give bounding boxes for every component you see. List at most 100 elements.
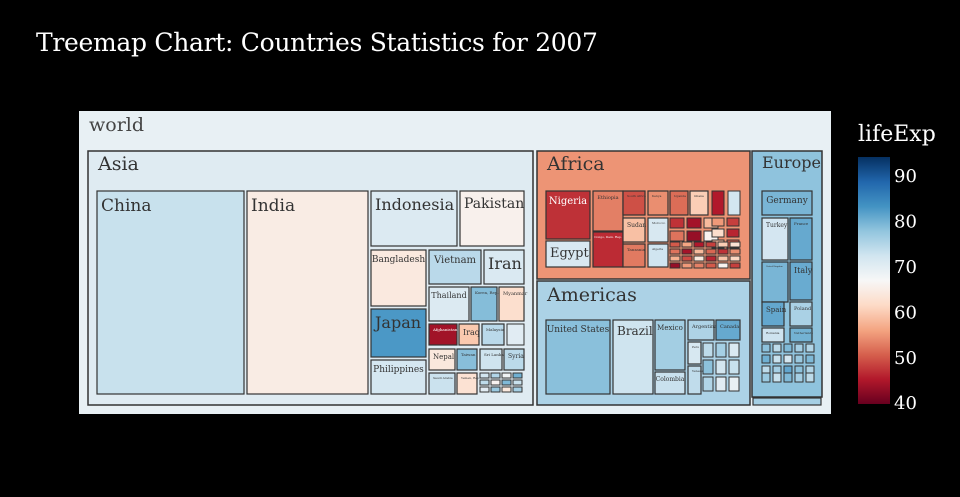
treemap-node-philippines[interactable] xyxy=(370,359,427,395)
africa-small-tile[interactable] xyxy=(669,217,685,229)
treemap-node-canada[interactable] xyxy=(715,319,741,341)
treemap-node-pakistan[interactable] xyxy=(459,190,525,247)
treemap-node-taiwan[interactable] xyxy=(456,348,478,371)
treemap-node-argentina[interactable] xyxy=(687,319,715,341)
treemap-node-malaysia[interactable] xyxy=(481,323,505,346)
europe-small-tile[interactable] xyxy=(805,343,815,353)
africa-small-tile[interactable] xyxy=(681,241,693,248)
europe-small-tile[interactable] xyxy=(783,372,793,383)
africa-small-tile[interactable] xyxy=(693,248,705,255)
treemap-node-iran[interactable] xyxy=(483,249,525,285)
treemap-node-japan[interactable] xyxy=(370,308,427,358)
africa-small-tile[interactable] xyxy=(729,262,741,269)
africa-small-tile[interactable] xyxy=(726,228,740,238)
americas-small-tile[interactable] xyxy=(715,376,727,392)
asia-small-tile[interactable] xyxy=(490,386,501,393)
treemap-node-algeria[interactable] xyxy=(647,243,669,268)
asia-small-tile[interactable] xyxy=(512,386,523,393)
africa-small-tile[interactable] xyxy=(729,241,741,248)
africa-small-tile[interactable] xyxy=(686,217,702,229)
asia-small-tile[interactable] xyxy=(501,386,512,393)
treemap-node-nigeria[interactable] xyxy=(545,190,591,240)
europe-small-tile[interactable] xyxy=(761,343,771,353)
americas-small-tile[interactable] xyxy=(715,359,727,375)
africa-small-tile[interactable] xyxy=(669,255,681,262)
treemap-node-europe-remainder[interactable] xyxy=(752,397,822,406)
treemap-node-vietnam[interactable] xyxy=(428,249,482,285)
europe-small-tile[interactable] xyxy=(794,354,804,364)
treemap-node-indonesia[interactable] xyxy=(370,190,458,247)
europe-small-tile[interactable] xyxy=(761,354,771,364)
asia-small-tile[interactable] xyxy=(501,372,512,379)
europe-small-tile[interactable] xyxy=(794,372,804,383)
treemap-node-germany[interactable] xyxy=(761,190,813,216)
africa-small-tile[interactable] xyxy=(681,262,693,269)
treemap-node-peru[interactable] xyxy=(687,341,702,365)
asia-small-tile[interactable] xyxy=(512,372,523,379)
africa-small-tile[interactable] xyxy=(726,217,740,227)
africa-small-tile[interactable] xyxy=(669,241,681,248)
europe-small-tile[interactable] xyxy=(783,343,793,353)
treemap-node-ethiopia[interactable] xyxy=(592,190,624,232)
treemap-node-afghanistan[interactable] xyxy=(428,323,458,346)
treemap-node-south-africa[interactable] xyxy=(622,190,646,216)
treemap-node-saudi-arabia[interactable] xyxy=(428,372,456,395)
europe-small-tile[interactable] xyxy=(772,354,782,364)
treemap-node-brazil[interactable] xyxy=(612,319,654,395)
treemap-node-korea-rep[interactable] xyxy=(470,286,498,322)
africa-small-tile[interactable] xyxy=(717,248,729,255)
asia-small-tile[interactable] xyxy=(506,323,525,346)
treemap-node-tanzania[interactable] xyxy=(622,243,646,268)
treemap-node-china[interactable] xyxy=(96,190,245,395)
europe-small-tile[interactable] xyxy=(805,354,815,364)
africa-small-tile[interactable] xyxy=(727,190,741,216)
treemap-node-iraq[interactable] xyxy=(458,323,480,346)
africa-small-tile[interactable] xyxy=(711,228,725,238)
treemap-node-kenya[interactable] xyxy=(647,190,669,216)
treemap-node-myanmar[interactable] xyxy=(498,286,525,322)
americas-small-tile[interactable] xyxy=(715,342,727,358)
treemap-node-morocco[interactable] xyxy=(647,217,669,243)
africa-small-tile[interactable] xyxy=(693,255,705,262)
africa-small-tile[interactable] xyxy=(669,262,681,269)
treemap-node-bangladesh[interactable] xyxy=(370,249,427,307)
africa-small-tile[interactable] xyxy=(705,262,717,269)
treemap-node-colombia[interactable] xyxy=(654,371,686,395)
treemap-node-ghana[interactable] xyxy=(689,190,709,216)
treemap-node-nepal[interactable] xyxy=(428,348,456,371)
africa-small-tile[interactable] xyxy=(705,248,717,255)
africa-small-tile[interactable] xyxy=(717,262,729,269)
treemap-node-italy[interactable] xyxy=(789,261,813,301)
europe-small-tile[interactable] xyxy=(772,343,782,353)
treemap-node-syria[interactable] xyxy=(503,348,525,371)
treemap-node-sri-lanka[interactable] xyxy=(479,348,503,371)
treemap-node-sudan[interactable] xyxy=(622,217,646,243)
americas-small-tile[interactable] xyxy=(728,342,740,358)
treemap-node-france[interactable] xyxy=(789,217,813,261)
asia-small-tile[interactable] xyxy=(490,379,501,386)
africa-small-tile[interactable] xyxy=(729,255,741,262)
africa-small-tile[interactable] xyxy=(686,230,702,242)
treemap-node-uganda[interactable] xyxy=(669,190,689,216)
treemap-node-egypt[interactable] xyxy=(545,240,591,268)
americas-small-tile[interactable] xyxy=(728,376,740,392)
africa-small-tile[interactable] xyxy=(711,217,725,227)
africa-small-tile[interactable] xyxy=(729,248,741,255)
treemap-node-united-states[interactable] xyxy=(545,319,611,395)
europe-small-tile[interactable] xyxy=(794,343,804,353)
treemap-node-spain[interactable] xyxy=(761,301,785,327)
europe-small-tile[interactable] xyxy=(783,354,793,364)
treemap-node-united-kingdom[interactable] xyxy=(761,261,789,303)
treemap-node-netherlands[interactable] xyxy=(789,327,813,343)
americas-small-tile[interactable] xyxy=(702,342,714,358)
africa-small-tile[interactable] xyxy=(681,248,693,255)
asia-small-tile[interactable] xyxy=(490,372,501,379)
africa-small-tile[interactable] xyxy=(669,248,681,255)
treemap-node-congo-dem-rep[interactable] xyxy=(592,231,624,268)
africa-small-tile[interactable] xyxy=(705,255,717,262)
africa-small-tile[interactable] xyxy=(681,255,693,262)
africa-small-tile[interactable] xyxy=(693,241,705,248)
asia-small-tile[interactable] xyxy=(512,379,523,386)
treemap-node-yemen-rep[interactable] xyxy=(456,372,478,395)
